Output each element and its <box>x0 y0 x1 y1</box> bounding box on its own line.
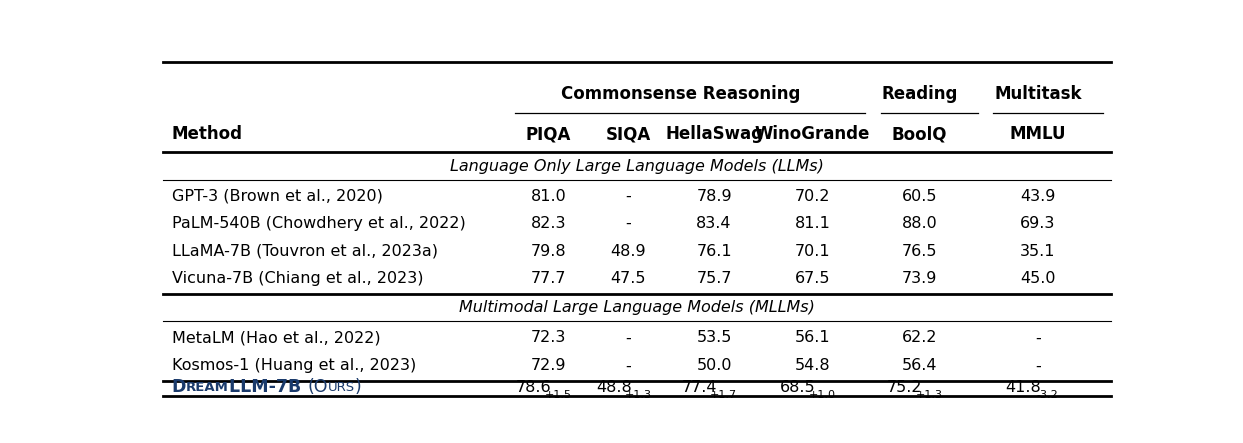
Text: Multitask: Multitask <box>994 85 1081 103</box>
Text: 75.7: 75.7 <box>696 271 732 286</box>
Text: Multimodal Large Language Models (MLLMs): Multimodal Large Language Models (MLLMs) <box>459 300 815 315</box>
Text: 69.3: 69.3 <box>1021 216 1055 231</box>
Text: +1.7: +1.7 <box>710 390 737 400</box>
Text: REAM: REAM <box>186 381 229 394</box>
Text: +1.3: +1.3 <box>624 390 651 400</box>
Text: LLM-7B: LLM-7B <box>229 378 307 396</box>
Text: WinoGrande: WinoGrande <box>755 125 870 144</box>
Text: LLaMA-7B (Touvron et al., 2023a): LLaMA-7B (Touvron et al., 2023a) <box>172 244 438 259</box>
Text: D: D <box>172 378 186 396</box>
Text: 35.1: 35.1 <box>1021 244 1055 259</box>
Text: 81.1: 81.1 <box>794 216 830 231</box>
Text: HellaSwag: HellaSwag <box>665 125 763 144</box>
Text: URS: URS <box>328 381 355 394</box>
Text: 43.9: 43.9 <box>1021 189 1055 204</box>
Text: 75.2: 75.2 <box>888 380 922 395</box>
Text: 76.5: 76.5 <box>901 244 937 259</box>
Text: -3.2: -3.2 <box>1037 390 1058 400</box>
Text: 83.4: 83.4 <box>696 216 732 231</box>
Text: Vicuna-7B (Chiang et al., 2023): Vicuna-7B (Chiang et al., 2023) <box>172 271 424 286</box>
Text: BoolQ: BoolQ <box>891 125 947 144</box>
Text: Language Only Large Language Models (LLMs): Language Only Large Language Models (LLM… <box>450 159 824 174</box>
Text: +1.5: +1.5 <box>544 390 572 400</box>
Text: 72.9: 72.9 <box>531 358 566 373</box>
Text: 41.8: 41.8 <box>1006 380 1042 395</box>
Text: -: - <box>1035 330 1040 346</box>
Text: 67.5: 67.5 <box>794 271 830 286</box>
Text: 45.0: 45.0 <box>1021 271 1055 286</box>
Text: 62.2: 62.2 <box>901 330 937 346</box>
Text: 82.3: 82.3 <box>531 216 566 231</box>
Text: -: - <box>625 330 631 346</box>
Text: +1.0: +1.0 <box>808 390 835 400</box>
Text: Method: Method <box>172 125 242 144</box>
Text: 79.8: 79.8 <box>531 244 567 259</box>
Text: 70.1: 70.1 <box>794 244 830 259</box>
Text: +1.3: +1.3 <box>915 390 942 400</box>
Text: 78.6: 78.6 <box>516 380 552 395</box>
Text: -: - <box>625 216 631 231</box>
Text: ): ) <box>355 378 362 396</box>
Text: MetaLM (Hao et al., 2022): MetaLM (Hao et al., 2022) <box>172 330 380 346</box>
Text: 70.2: 70.2 <box>794 189 830 204</box>
Text: 60.5: 60.5 <box>901 189 937 204</box>
Text: 54.8: 54.8 <box>794 358 830 373</box>
Text: (O: (O <box>307 378 328 396</box>
Text: 72.3: 72.3 <box>531 330 566 346</box>
Text: -: - <box>1035 358 1040 373</box>
Text: Reading: Reading <box>881 85 957 103</box>
Text: 68.5: 68.5 <box>781 380 815 395</box>
Text: PIQA: PIQA <box>526 125 571 144</box>
Text: 77.4: 77.4 <box>682 380 717 395</box>
Text: 56.4: 56.4 <box>901 358 937 373</box>
Text: 78.9: 78.9 <box>696 189 732 204</box>
Text: 76.1: 76.1 <box>696 244 732 259</box>
Text: -: - <box>625 358 631 373</box>
Text: -: - <box>625 189 631 204</box>
Text: 56.1: 56.1 <box>794 330 830 346</box>
Text: 73.9: 73.9 <box>901 271 937 286</box>
Text: 47.5: 47.5 <box>610 271 646 286</box>
Text: PaLM-540B (Chowdhery et al., 2022): PaLM-540B (Chowdhery et al., 2022) <box>172 216 465 231</box>
Text: Commonsense Reasoning: Commonsense Reasoning <box>561 85 800 103</box>
Text: 53.5: 53.5 <box>696 330 732 346</box>
Text: GPT-3 (Brown et al., 2020): GPT-3 (Brown et al., 2020) <box>172 189 383 204</box>
Text: Kosmos-1 (Huang et al., 2023): Kosmos-1 (Huang et al., 2023) <box>172 358 416 373</box>
Text: SIQA: SIQA <box>605 125 651 144</box>
Text: 48.8: 48.8 <box>597 380 631 395</box>
Text: 50.0: 50.0 <box>696 358 732 373</box>
Text: MMLU: MMLU <box>1009 125 1066 144</box>
Text: 88.0: 88.0 <box>901 216 937 231</box>
Text: 77.7: 77.7 <box>531 271 566 286</box>
Text: 48.9: 48.9 <box>610 244 646 259</box>
Text: 81.0: 81.0 <box>531 189 567 204</box>
